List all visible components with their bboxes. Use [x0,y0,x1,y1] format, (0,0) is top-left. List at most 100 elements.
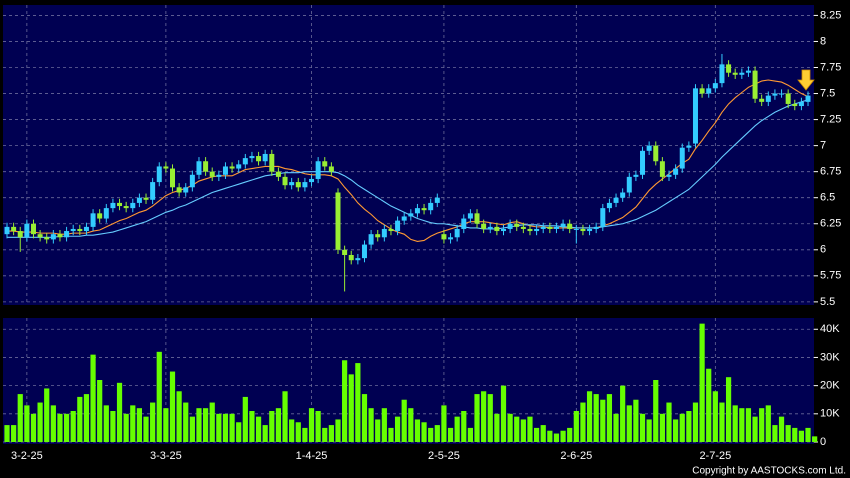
candle-body [216,174,222,177]
volume-bar [322,427,328,442]
price-panel [3,5,814,305]
volume-bar [474,394,480,442]
volume-bar [183,402,189,442]
candle-body [514,223,520,227]
y-tick-label: 10K [820,408,840,420]
volume-bar [44,388,50,442]
volume-bar [302,427,308,442]
volume-bar [639,413,646,442]
volume-bar [679,413,685,442]
candle-body [123,206,129,209]
y-tick-label: 6.5 [820,192,835,204]
candle-body [282,176,288,186]
volume-bar [394,416,401,442]
candle-body [368,234,374,245]
x-tick-label: 3-3-25 [150,450,182,462]
volume-bar [573,411,579,442]
volume-bar [203,408,209,442]
volume-bar [421,422,427,442]
candle-body [70,228,76,232]
volume-bar [520,419,526,442]
candle-body [77,228,83,232]
volume-bar [461,411,467,442]
candle-body [798,101,804,107]
candle-body [606,202,612,209]
volume-bar [176,391,182,442]
candle-body [295,182,301,188]
volume-bar [342,360,348,442]
volume-bar [335,419,341,442]
candle-body [745,70,751,73]
volume-bar [686,411,692,442]
candle-body [117,202,123,207]
volume-bar [567,427,573,442]
y-tick-label: 7 [820,140,826,152]
volume-bar [553,433,560,442]
candle-body [189,174,195,188]
volume-bar [408,408,414,442]
candle-body [315,161,321,179]
volume-bar [269,411,275,442]
candle-body [779,93,785,95]
volume-bar [216,413,222,442]
volume-bar [646,419,652,442]
volume-bar [30,413,37,442]
volume-bar [659,413,665,442]
candle-body [448,237,454,240]
candle-body [130,202,136,209]
volume-bar [414,419,421,442]
candle-body [136,197,142,203]
candle-body [739,72,745,75]
candle-body [567,223,573,229]
volume-bar [116,382,123,442]
volume-bar [308,408,315,442]
y-tick-label: 7.75 [820,61,841,73]
candle-body [428,202,434,211]
volume-bar [606,394,613,442]
candle-body [83,226,89,232]
candle-body [256,156,262,162]
volume-bar [481,391,487,442]
candle-body [487,226,493,229]
candle-body [209,171,215,177]
volume-bar [600,399,606,442]
candle-body [90,213,96,227]
volume-bar [560,430,566,442]
volume-bar [361,394,368,442]
candle-body [792,103,798,107]
x-tick-label: 1-4-25 [296,450,328,462]
volume-bar [812,436,818,442]
volume-bar [236,422,242,442]
candle-body [24,223,30,238]
volume-bar [388,427,394,442]
candle-body [481,223,487,229]
candle-body [262,153,268,162]
candle-body [467,213,473,219]
volume-bar [63,413,70,442]
candle-body [335,192,341,250]
volume-bar [633,399,639,442]
candle-body [355,258,361,261]
candle-body [322,161,328,167]
volume-bar [150,402,156,442]
candle-body [785,93,791,104]
volume-bar [229,413,235,442]
candle-body [547,226,553,229]
volume-bar [70,411,76,442]
volume-bar [580,402,586,442]
volume-bar [282,391,288,442]
candle-body [183,187,189,193]
volume-bar [620,385,626,442]
candle-body [222,166,228,175]
volume-bar [739,408,745,442]
candle-body [805,95,811,102]
volume-bar [123,413,129,442]
candle-body [57,234,63,238]
volume-bar [163,408,169,442]
volume-bar [441,405,447,442]
candle-body [150,182,156,200]
volume-bar [401,399,407,442]
y-tick-label: 8.25 [820,9,841,21]
candle-body [573,228,579,230]
candle-body [44,237,50,240]
